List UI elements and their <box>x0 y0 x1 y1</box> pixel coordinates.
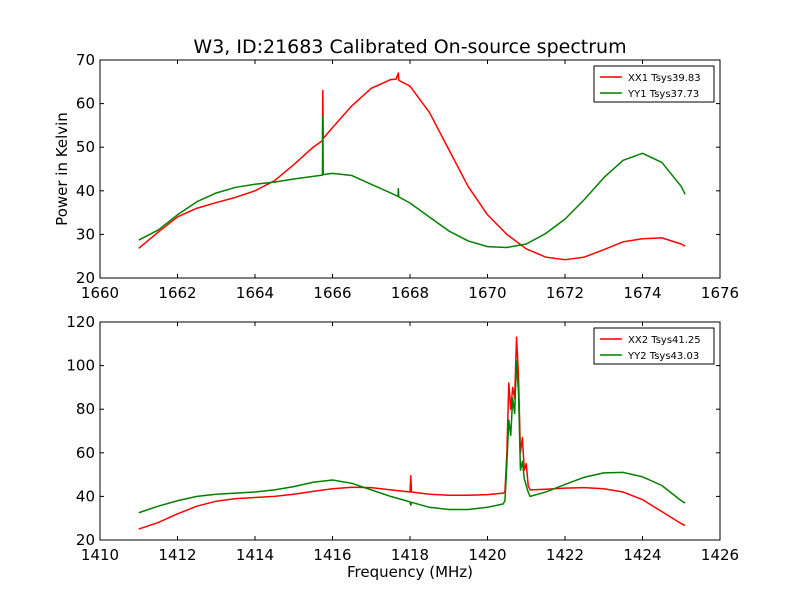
y-tick-label: 40 <box>76 487 95 505</box>
legend-label: YY1 Tsys37.73 <box>627 89 699 100</box>
y-tick-label: 30 <box>76 225 95 243</box>
x-tick-label: 1418 <box>391 546 429 564</box>
x-tick-label: 1676 <box>701 284 739 302</box>
y-tick-label: 60 <box>76 444 95 462</box>
series-line-1 <box>138 115 686 249</box>
x-tick-label: 1410 <box>81 546 119 564</box>
x-tick-label: 1420 <box>468 546 506 564</box>
legend-box <box>593 327 715 365</box>
x-tick-label: 1426 <box>701 546 739 564</box>
x-tick-label: 1674 <box>623 284 661 302</box>
y-tick-label: 120 <box>66 313 95 331</box>
series-lines <box>138 72 686 261</box>
series-line-0 <box>138 72 686 261</box>
x-tick-label: 1670 <box>468 284 506 302</box>
y-tick-label: 20 <box>76 269 95 287</box>
x-tick-label: 1412 <box>158 546 196 564</box>
bottom-panel-xx2-yy2: 1410 1412 1414 1416 1418 1420 1422 1424 1426 20 40… <box>66 313 739 581</box>
legend: XX1 Tsys39.83 YY1 Tsys37.73 <box>593 65 715 103</box>
x-tick-label: 1668 <box>391 284 429 302</box>
y-tick-label: 60 <box>76 95 95 113</box>
y-axis-label: Power in Kelvin <box>53 112 71 226</box>
x-tick-label: 1664 <box>236 284 274 302</box>
y-tick-label: 20 <box>76 531 95 549</box>
x-axis-label: Frequency (MHz) <box>347 563 473 581</box>
legend: XX2 Tsys41.25 YY2 Tsys43.03 <box>593 327 715 365</box>
series-line-0 <box>138 336 686 530</box>
figure-title: W3, ID:21683 Calibrated On-source spectr… <box>193 36 626 58</box>
x-tick-label: 1416 <box>313 546 351 564</box>
x-tick-label: 1422 <box>546 546 584 564</box>
x-tick-label: 1414 <box>236 546 274 564</box>
y-tick-label: 50 <box>76 138 95 156</box>
x-tick-label: 1662 <box>158 284 196 302</box>
legend-box <box>593 65 715 103</box>
x-tick-label: 1666 <box>313 284 351 302</box>
x-tick-label: 1660 <box>81 284 119 302</box>
y-tick-label: 40 <box>76 182 95 200</box>
x-tick-label: 1424 <box>623 546 661 564</box>
legend-label: XX2 Tsys41.25 <box>628 335 701 346</box>
y-tick-label: 70 <box>76 51 95 69</box>
legend-label: YY2 Tsys43.03 <box>627 351 699 362</box>
y-tick-label: 80 <box>76 400 95 418</box>
top-panel-xx1-yy1: 1660 1662 1664 1666 1668 1670 1672 1674 1676 20 30… <box>53 51 739 302</box>
legend-label: XX1 Tsys39.83 <box>628 73 701 84</box>
series-line-1 <box>138 360 686 514</box>
series-lines <box>138 336 686 530</box>
y-tick-label: 100 <box>66 357 95 375</box>
x-tick-label: 1672 <box>546 284 584 302</box>
